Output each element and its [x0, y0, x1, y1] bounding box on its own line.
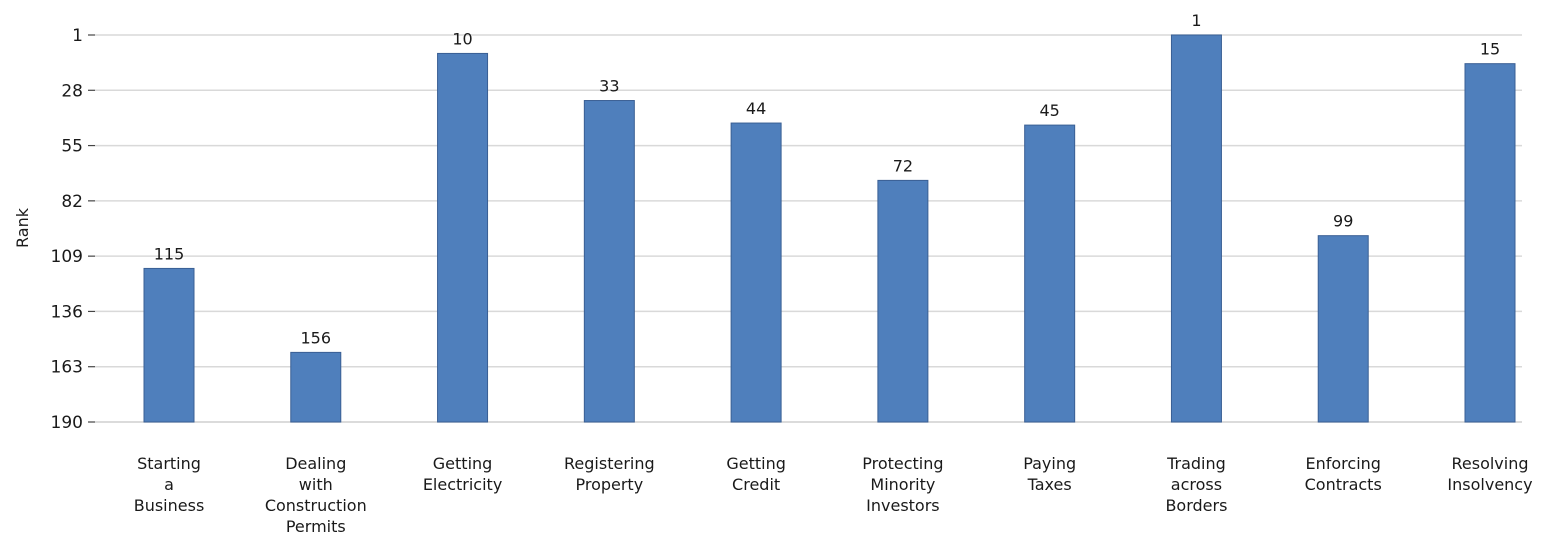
label-layer: 115StartingaBusiness156DealingwithConstr…: [134, 11, 1533, 536]
bar: [1024, 124, 1076, 423]
x-category-label: Registering: [564, 454, 655, 473]
x-category-label: Investors: [866, 496, 939, 515]
x-category-label: Protecting: [862, 454, 943, 473]
bar-value-label: 72: [893, 156, 913, 175]
y-axis-title: Rank: [13, 207, 32, 248]
x-category-label: Paying: [1023, 454, 1076, 473]
x-category-label: Construction: [265, 496, 367, 515]
bar: [1170, 34, 1222, 423]
bar: [877, 179, 929, 423]
x-category-label: Insolvency: [1447, 475, 1532, 494]
bar-value-label: 10: [452, 29, 472, 48]
x-category-label: Getting: [726, 454, 786, 473]
bar-value-label: 33: [599, 77, 619, 96]
x-category-label: Resolving: [1451, 454, 1528, 473]
x-category-label: Permits: [286, 517, 346, 534]
x-category-label: a: [164, 475, 174, 494]
y-tick-label: 1: [72, 26, 83, 46]
x-category-label: Taxes: [1027, 475, 1072, 494]
x-category-label: Credit: [732, 475, 780, 494]
bar-value-label: 15: [1480, 40, 1500, 59]
x-category-label: Enforcing: [1306, 454, 1381, 473]
bar: [437, 52, 489, 423]
x-category-label: Starting: [137, 454, 201, 473]
y-tick-label: 109: [51, 247, 83, 267]
y-tick-label: 163: [51, 358, 83, 378]
bar-value-label: 45: [1039, 101, 1059, 120]
bar: [143, 267, 195, 423]
bar-value-label: 156: [301, 328, 332, 347]
x-category-label: with: [299, 475, 333, 494]
y-tick-label: 82: [61, 192, 83, 212]
bar: [1464, 63, 1516, 423]
x-category-label: Getting: [433, 454, 493, 473]
bar-value-label: 1: [1191, 11, 1201, 30]
bar: [583, 100, 635, 423]
x-category-label: Business: [134, 496, 205, 515]
bar: [730, 122, 782, 423]
axis-layer: 1 28 55 82 109 136 163 190: [51, 26, 95, 433]
x-category-label: Minority: [870, 475, 935, 494]
bar-value-label: 115: [154, 244, 185, 263]
x-category-label: Property: [575, 475, 643, 494]
bar: [290, 351, 342, 423]
x-category-label: Borders: [1165, 496, 1227, 515]
y-tick-label: 136: [51, 302, 83, 322]
x-category-label: Electricity: [423, 475, 502, 494]
y-tick-label: 190: [51, 413, 83, 433]
bar-value-label: 44: [746, 99, 766, 118]
bar: [1317, 235, 1369, 423]
x-category-label: across: [1171, 475, 1222, 494]
x-category-label: Contracts: [1305, 475, 1382, 494]
x-category-label: Dealing: [285, 454, 346, 473]
y-tick-label: 28: [61, 81, 83, 101]
bar-layer: [143, 34, 1516, 423]
bar-value-label: 99: [1333, 212, 1353, 231]
x-category-label: Trading: [1166, 454, 1226, 473]
y-tick-label: 55: [61, 137, 83, 157]
